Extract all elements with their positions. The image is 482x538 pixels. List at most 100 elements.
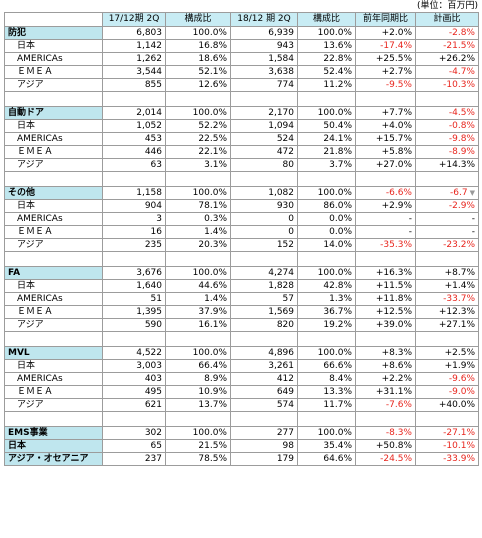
- region-prev-amount-cell[interactable]: 495: [102, 385, 166, 399]
- region-curr-ratio-cell[interactable]: 50.4%: [297, 119, 356, 133]
- region-label-cell[interactable]: ＥＭＥＡ: [4, 145, 103, 159]
- empty-cell[interactable]: [102, 411, 166, 427]
- region-curr-ratio-cell[interactable]: 64.6%: [297, 452, 356, 466]
- region-curr-ratio-cell[interactable]: 36.7%: [297, 305, 356, 319]
- region-curr-amount-cell[interactable]: 1,094: [230, 119, 298, 133]
- region-curr-ratio-cell[interactable]: 13.3%: [297, 385, 356, 399]
- empty-cell[interactable]: [4, 91, 103, 107]
- region-curr-amount-cell[interactable]: 1,584: [230, 52, 298, 66]
- region-curr-ratio-cell[interactable]: 52.4%: [297, 65, 356, 79]
- segment-vs-plan-cell[interactable]: -27.1%: [415, 426, 479, 440]
- region-vs-plan-cell[interactable]: -: [415, 212, 479, 226]
- region-vs-plan-cell[interactable]: +1.4%: [415, 279, 479, 293]
- region-vs-plan-cell[interactable]: -2.9%: [415, 199, 479, 213]
- region-prev-ratio-cell[interactable]: 1.4%: [165, 292, 231, 306]
- region-vs-plan-cell[interactable]: -9.0%: [415, 385, 479, 399]
- empty-cell[interactable]: [355, 411, 416, 427]
- region-yoy-change-cell[interactable]: +12.5%: [355, 305, 416, 319]
- region-yoy-change-cell[interactable]: -: [355, 225, 416, 239]
- region-prev-ratio-cell[interactable]: 52.2%: [165, 119, 231, 133]
- region-vs-plan-cell[interactable]: +40.0%: [415, 398, 479, 412]
- header-vs-plan[interactable]: 計画比: [415, 12, 479, 27]
- region-vs-plan-cell[interactable]: -33.7%: [415, 292, 479, 306]
- region-yoy-change-cell[interactable]: +5.8%: [355, 145, 416, 159]
- header-yoy[interactable]: 前年同期比: [355, 12, 416, 27]
- segment-prev-ratio-cell[interactable]: 100.0%: [165, 186, 231, 200]
- region-vs-plan-cell[interactable]: -21.5%: [415, 39, 479, 53]
- region-prev-ratio-cell[interactable]: 10.9%: [165, 385, 231, 399]
- region-vs-plan-cell[interactable]: -23.2%: [415, 238, 479, 252]
- empty-cell[interactable]: [297, 171, 356, 187]
- region-vs-plan-cell[interactable]: -33.9%: [415, 452, 479, 466]
- region-curr-ratio-cell[interactable]: 11.2%: [297, 78, 356, 92]
- region-curr-ratio-cell[interactable]: 66.6%: [297, 359, 356, 373]
- region-vs-plan-cell[interactable]: -4.7%: [415, 65, 479, 79]
- region-curr-ratio-cell[interactable]: 21.8%: [297, 145, 356, 159]
- region-curr-ratio-cell[interactable]: 13.6%: [297, 39, 356, 53]
- segment-yoy-change-cell[interactable]: +2.0%: [355, 26, 416, 40]
- region-yoy-change-cell[interactable]: +8.6%: [355, 359, 416, 373]
- segment-prev-amount-cell[interactable]: 3,676: [102, 266, 166, 280]
- empty-cell[interactable]: [415, 171, 479, 187]
- segment-prev-ratio-cell[interactable]: 100.0%: [165, 426, 231, 440]
- region-curr-amount-cell[interactable]: 179: [230, 452, 298, 466]
- region-vs-plan-cell[interactable]: -: [415, 225, 479, 239]
- region-prev-amount-cell[interactable]: 621: [102, 398, 166, 412]
- region-curr-amount-cell[interactable]: 412: [230, 372, 298, 386]
- region-yoy-change-cell[interactable]: -35.3%: [355, 238, 416, 252]
- region-label-cell[interactable]: 日本: [4, 439, 103, 453]
- region-prev-amount-cell[interactable]: 904: [102, 199, 166, 213]
- segment-curr-amount-cell[interactable]: 277: [230, 426, 298, 440]
- region-label-cell[interactable]: アジア・オセアニア: [4, 452, 103, 466]
- region-vs-plan-cell[interactable]: +27.1%: [415, 318, 479, 332]
- region-prev-ratio-cell[interactable]: 37.9%: [165, 305, 231, 319]
- region-yoy-change-cell[interactable]: +50.8%: [355, 439, 416, 453]
- segment-name-cell[interactable]: その他: [4, 186, 103, 200]
- empty-cell[interactable]: [415, 411, 479, 427]
- region-curr-amount-cell[interactable]: 0: [230, 212, 298, 226]
- region-yoy-change-cell[interactable]: +15.7%: [355, 132, 416, 146]
- region-yoy-change-cell[interactable]: -7.6%: [355, 398, 416, 412]
- region-vs-plan-cell[interactable]: -9.8%: [415, 132, 479, 146]
- region-vs-plan-cell[interactable]: -0.8%: [415, 119, 479, 133]
- segment-curr-ratio-cell[interactable]: 100.0%: [297, 26, 356, 40]
- region-prev-ratio-cell[interactable]: 3.1%: [165, 158, 231, 172]
- region-prev-amount-cell[interactable]: 16: [102, 225, 166, 239]
- region-prev-ratio-cell[interactable]: 78.1%: [165, 199, 231, 213]
- empty-cell[interactable]: [102, 331, 166, 347]
- segment-curr-ratio-cell[interactable]: 100.0%: [297, 346, 356, 360]
- region-prev-ratio-cell[interactable]: 16.8%: [165, 39, 231, 53]
- region-prev-ratio-cell[interactable]: 78.5%: [165, 452, 231, 466]
- segment-name-cell[interactable]: 自動ドア: [4, 106, 103, 120]
- region-vs-plan-cell[interactable]: +1.9%: [415, 359, 479, 373]
- segment-prev-ratio-cell[interactable]: 100.0%: [165, 106, 231, 120]
- empty-cell[interactable]: [165, 331, 231, 347]
- segment-name-cell[interactable]: FA: [4, 266, 103, 280]
- empty-cell[interactable]: [230, 91, 298, 107]
- empty-cell[interactable]: [355, 331, 416, 347]
- segment-name-cell[interactable]: 防犯: [4, 26, 103, 40]
- region-prev-ratio-cell[interactable]: 8.9%: [165, 372, 231, 386]
- segment-curr-ratio-cell[interactable]: 100.0%: [297, 266, 356, 280]
- region-curr-amount-cell[interactable]: 3,261: [230, 359, 298, 373]
- segment-vs-plan-cell[interactable]: +8.7%: [415, 266, 479, 280]
- region-vs-plan-cell[interactable]: -10.1%: [415, 439, 479, 453]
- region-label-cell[interactable]: ＥＭＥＡ: [4, 225, 103, 239]
- region-curr-amount-cell[interactable]: 98: [230, 439, 298, 453]
- region-prev-amount-cell[interactable]: 1,142: [102, 39, 166, 53]
- empty-cell[interactable]: [230, 251, 298, 267]
- empty-cell[interactable]: [165, 251, 231, 267]
- region-prev-amount-cell[interactable]: 1,262: [102, 52, 166, 66]
- region-label-cell[interactable]: アジア: [4, 238, 103, 252]
- empty-cell[interactable]: [165, 411, 231, 427]
- region-curr-ratio-cell[interactable]: 24.1%: [297, 132, 356, 146]
- region-prev-amount-cell[interactable]: 590: [102, 318, 166, 332]
- empty-cell[interactable]: [355, 91, 416, 107]
- region-prev-amount-cell[interactable]: 403: [102, 372, 166, 386]
- region-yoy-change-cell[interactable]: -: [355, 212, 416, 226]
- region-prev-amount-cell[interactable]: 235: [102, 238, 166, 252]
- region-curr-ratio-cell[interactable]: 1.3%: [297, 292, 356, 306]
- region-curr-amount-cell[interactable]: 57: [230, 292, 298, 306]
- region-curr-amount-cell[interactable]: 1,828: [230, 279, 298, 293]
- region-curr-amount-cell[interactable]: 943: [230, 39, 298, 53]
